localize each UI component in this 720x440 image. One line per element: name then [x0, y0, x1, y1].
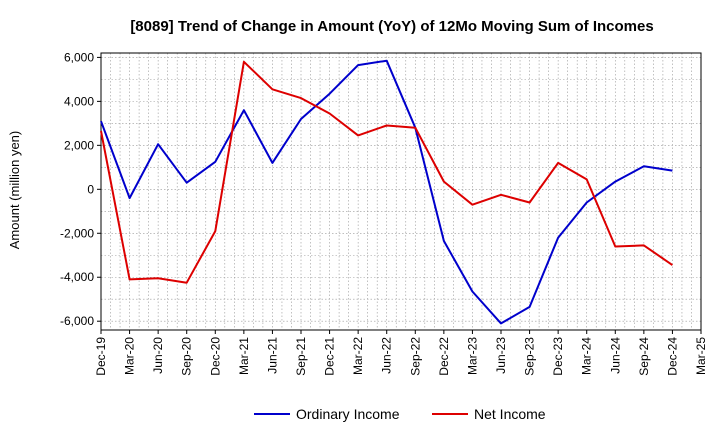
- x-tick-label: Jun-24: [608, 337, 622, 374]
- legend-label: Net Income: [474, 406, 546, 422]
- x-tick-label: Sep-21: [294, 337, 308, 376]
- data-point: [214, 161, 216, 163]
- data-point: [243, 61, 245, 63]
- data-point: [529, 201, 531, 203]
- x-tick-label: Mar-22: [351, 337, 365, 375]
- data-point: [100, 130, 102, 132]
- x-tick-label: Sep-22: [408, 337, 422, 376]
- x-tick-label: Sep-23: [523, 337, 537, 376]
- x-tick-label: Sep-24: [637, 337, 651, 376]
- data-point: [271, 88, 273, 90]
- x-tick-label: Jun-21: [265, 337, 279, 374]
- data-point: [157, 277, 159, 279]
- data-point: [614, 245, 616, 247]
- x-tick-label: Jun-22: [380, 337, 394, 374]
- data-point: [471, 291, 473, 293]
- data-point: [500, 194, 502, 196]
- x-tick-label: Dec-23: [551, 337, 565, 376]
- x-tick-label: Sep-20: [180, 337, 194, 376]
- data-point: [529, 306, 531, 308]
- x-tick-label: Jun-20: [151, 337, 165, 374]
- x-tick-label: Mar-23: [465, 337, 479, 375]
- x-tick-label: Dec-22: [437, 337, 451, 376]
- data-point: [414, 127, 416, 129]
- y-tick-label: 0: [87, 182, 94, 196]
- data-point: [671, 170, 673, 172]
- data-point: [100, 120, 102, 122]
- data-point: [614, 181, 616, 183]
- series-line-ordinary-income: [100, 59, 673, 325]
- data-point: [157, 143, 159, 145]
- y-tick-label: -6,000: [60, 314, 94, 328]
- data-point: [129, 197, 131, 199]
- x-tick-label: Dec-24: [665, 337, 679, 376]
- data-point: [586, 201, 588, 203]
- x-tick-label: Jun-23: [494, 337, 508, 374]
- y-tick-label: 6,000: [64, 50, 94, 64]
- data-point: [586, 178, 588, 180]
- data-point: [129, 278, 131, 280]
- y-tick-label: 2,000: [64, 138, 94, 152]
- y-tick-label: 4,000: [64, 94, 94, 108]
- series-layer: [100, 59, 673, 325]
- data-point: [357, 134, 359, 136]
- data-point: [443, 240, 445, 242]
- data-point: [214, 230, 216, 232]
- data-point: [471, 204, 473, 206]
- data-point: [271, 162, 273, 164]
- data-point: [329, 112, 331, 114]
- data-point: [443, 181, 445, 183]
- data-point: [557, 162, 559, 164]
- data-point: [643, 244, 645, 246]
- y-axis-label: Amount (million yen): [7, 131, 22, 250]
- data-point: [300, 97, 302, 99]
- data-point: [671, 264, 673, 266]
- series-line-net-income: [100, 60, 673, 284]
- chart-title: [8089] Trend of Change in Amount (YoY) o…: [130, 18, 653, 35]
- legend: Ordinary Income Net Income: [254, 406, 546, 422]
- data-point: [386, 60, 388, 62]
- legend-label: Ordinary Income: [296, 406, 400, 422]
- x-tick-label: Dec-19: [94, 337, 108, 376]
- axes-layer: -6,000 -4,000 -2,000 0 2,000 4,000 6,000 Dec-19…: [60, 50, 708, 375]
- x-tick-label: Mar-25: [694, 337, 708, 375]
- x-tick-label: Dec-21: [323, 337, 337, 376]
- data-point: [500, 322, 502, 324]
- x-tick-label: Mar-20: [123, 337, 137, 375]
- data-point: [186, 282, 188, 284]
- data-point: [243, 109, 245, 111]
- plot-frame: [100, 52, 702, 331]
- x-tick-label: Mar-24: [580, 337, 594, 375]
- data-point: [300, 118, 302, 120]
- x-tick-label: Dec-20: [208, 337, 222, 376]
- data-point: [386, 125, 388, 127]
- data-point: [329, 93, 331, 95]
- data-point: [357, 64, 359, 66]
- data-point: [643, 165, 645, 167]
- y-tick-label: -2,000: [60, 226, 94, 240]
- data-point: [186, 182, 188, 184]
- y-tick-label: -4,000: [60, 270, 94, 284]
- data-point: [557, 237, 559, 239]
- x-tick-label: Mar-21: [237, 337, 251, 375]
